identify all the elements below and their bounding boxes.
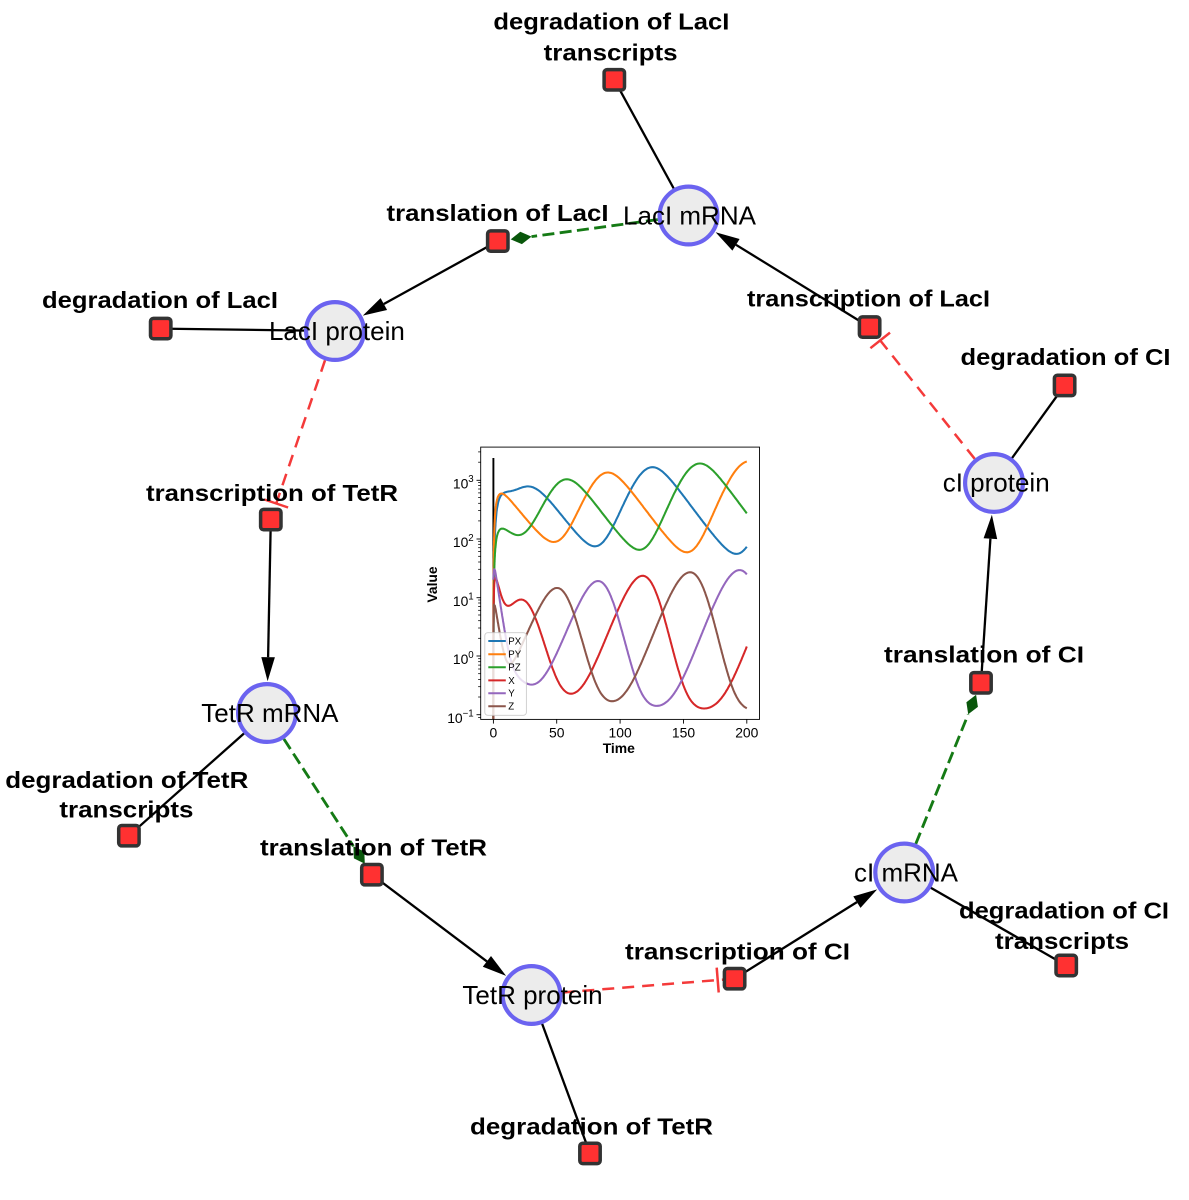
svg-text:101: 101 xyxy=(453,592,474,609)
svg-text:103: 103 xyxy=(453,474,474,491)
svg-text:transcripts: transcripts xyxy=(544,40,678,66)
svg-text:100: 100 xyxy=(609,725,632,741)
svg-text:PY: PY xyxy=(508,650,521,661)
svg-text:transcripts: transcripts xyxy=(59,796,193,822)
svg-text:degradation of CI: degradation of CI xyxy=(961,344,1171,370)
svg-text:degradation of LacI: degradation of LacI xyxy=(42,287,278,313)
svg-text:LacI mRNA: LacI mRNA xyxy=(623,200,757,230)
svg-text:degradation of TetR: degradation of TetR xyxy=(470,1114,713,1140)
svg-text:translation of LacI: translation of LacI xyxy=(387,200,609,226)
svg-text:cI mRNA: cI mRNA xyxy=(854,857,959,887)
svg-text:PZ: PZ xyxy=(508,663,520,674)
svg-text:LacI protein: LacI protein xyxy=(269,316,405,346)
svg-text:150: 150 xyxy=(672,725,695,741)
svg-text:100: 100 xyxy=(453,650,474,667)
svg-text:0: 0 xyxy=(490,725,498,741)
svg-text:102: 102 xyxy=(453,533,474,550)
svg-text:50: 50 xyxy=(549,725,565,741)
svg-text:cI protein: cI protein xyxy=(943,468,1050,498)
svg-text:Time: Time xyxy=(603,740,635,756)
svg-text:TetR protein: TetR protein xyxy=(462,980,602,1010)
svg-text:degradation of LacI: degradation of LacI xyxy=(493,9,729,35)
svg-text:transcription of CI: transcription of CI xyxy=(625,939,850,965)
svg-text:10−1: 10−1 xyxy=(447,709,474,726)
svg-text:transcripts: transcripts xyxy=(995,928,1129,954)
svg-text:Value: Value xyxy=(424,566,440,603)
svg-text:X: X xyxy=(508,676,515,687)
svg-text:PX: PX xyxy=(508,636,521,647)
svg-text:translation of CI: translation of CI xyxy=(884,642,1084,668)
svg-text:TetR mRNA: TetR mRNA xyxy=(201,698,339,728)
svg-text:200: 200 xyxy=(735,725,758,741)
svg-text:translation of TetR: translation of TetR xyxy=(260,835,487,861)
svg-text:degradation of TetR: degradation of TetR xyxy=(5,767,248,793)
svg-text:transcription of LacI: transcription of LacI xyxy=(747,285,990,311)
svg-text:Z: Z xyxy=(508,702,514,713)
svg-text:transcription of TetR: transcription of TetR xyxy=(146,480,398,506)
svg-text:Y: Y xyxy=(508,689,515,700)
svg-text:degradation of CI: degradation of CI xyxy=(959,898,1169,924)
